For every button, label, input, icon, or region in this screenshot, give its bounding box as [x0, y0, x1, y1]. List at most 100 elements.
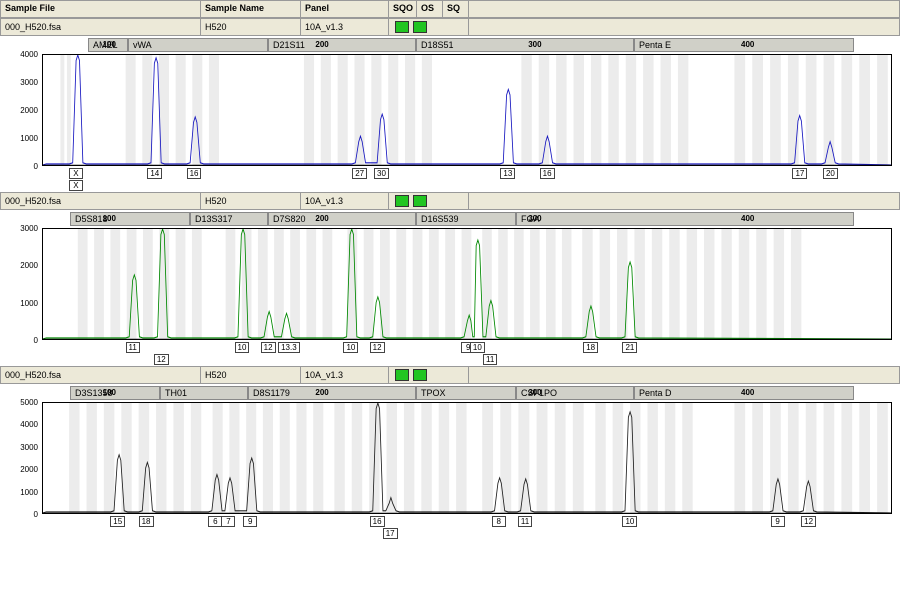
- x-tick-label: 200: [315, 388, 328, 397]
- y-tick-label: 0: [2, 336, 38, 345]
- allele-call: X: [69, 180, 83, 191]
- sample-name-cell: H520: [201, 19, 301, 35]
- allele-call: 13: [500, 168, 515, 179]
- allele-call: 18: [139, 516, 154, 527]
- column-header: OS: [417, 1, 443, 17]
- allele-call: 12: [154, 354, 169, 365]
- allele-call: 9: [771, 516, 785, 527]
- allele-call-row: XX1416273013161720: [42, 168, 892, 184]
- sample-info-row: 000_H520.fsaH52010A_v1.3: [0, 18, 900, 36]
- y-axis: 01000200030004000: [0, 54, 40, 166]
- y-tick-label: 5000: [2, 398, 38, 407]
- y-axis: 0100020003000: [0, 228, 40, 340]
- panel-name-cell: 10A_v1.3: [301, 193, 389, 209]
- x-tick-label: 200: [315, 214, 328, 223]
- panel-name-cell: 10A_v1.3: [301, 367, 389, 383]
- allele-call: 16: [370, 516, 385, 527]
- allele-call: 11: [518, 516, 532, 527]
- allele-call: 13.3: [278, 342, 300, 353]
- allele-call: 30: [374, 168, 389, 179]
- y-tick-label: 3000: [2, 224, 38, 233]
- allele-call: 6: [208, 516, 222, 527]
- electropherogram-chart: 1002003004000100020003000400050001518679…: [0, 402, 900, 532]
- y-tick-label: 0: [2, 510, 38, 519]
- allele-call: 9: [243, 516, 257, 527]
- column-header: Panel: [301, 1, 389, 17]
- sample-info-row: 000_H520.fsaH52010A_v1.3: [0, 366, 900, 384]
- status-indicator: [395, 21, 409, 33]
- x-tick-label: 300: [528, 214, 541, 223]
- allele-call: 12: [370, 342, 385, 353]
- sample-file-cell: 000_H520.fsa: [1, 193, 201, 209]
- allele-call: 10: [470, 342, 485, 353]
- status-cell: [389, 367, 469, 383]
- allele-call: 11: [483, 354, 497, 365]
- y-tick-label: 1000: [2, 299, 38, 308]
- sample-file-cell: 000_H520.fsa: [1, 19, 201, 35]
- y-tick-label: 2000: [2, 261, 38, 270]
- electropherogram-chart: 10020030040001000200030004000XX141627301…: [0, 54, 900, 184]
- y-tick-label: 3000: [2, 443, 38, 452]
- status-indicator: [413, 21, 427, 33]
- status-cell: [389, 193, 469, 209]
- x-tick-label: 200: [315, 40, 328, 49]
- column-header: SQ: [443, 1, 469, 17]
- column-header-row: Sample FileSample NamePanelSQOOSSQ: [0, 0, 900, 18]
- allele-call: 8: [492, 516, 506, 527]
- electropherogram-chart: 10020030040001000200030001112101213.3101…: [0, 228, 900, 358]
- allele-call: 16: [540, 168, 555, 179]
- y-tick-label: 2000: [2, 106, 38, 115]
- allele-call: 12: [261, 342, 276, 353]
- allele-call: 21: [622, 342, 637, 353]
- x-tick-label: 100: [103, 214, 116, 223]
- x-tick-label: 300: [528, 388, 541, 397]
- allele-call: X: [69, 168, 83, 179]
- y-tick-label: 4000: [2, 420, 38, 429]
- sample-info-row: 000_H520.fsaH52010A_v1.3: [0, 192, 900, 210]
- allele-call: 10: [622, 516, 637, 527]
- status-cell: [389, 19, 469, 35]
- status-indicator: [413, 369, 427, 381]
- plot-area: [42, 54, 892, 166]
- x-tick-label: 100: [103, 388, 116, 397]
- allele-call: 10: [235, 342, 250, 353]
- y-tick-label: 0: [2, 162, 38, 171]
- status-indicator: [395, 369, 409, 381]
- y-tick-label: 1000: [2, 134, 38, 143]
- status-indicator: [413, 195, 427, 207]
- x-axis: 100 200 300 400: [60, 40, 890, 52]
- y-tick-label: 1000: [2, 488, 38, 497]
- sample-file-cell: 000_H520.fsa: [1, 367, 201, 383]
- column-header: SQO: [389, 1, 417, 17]
- allele-call: 17: [383, 528, 398, 539]
- x-tick-label: 400: [741, 214, 754, 223]
- allele-call: 15: [110, 516, 125, 527]
- allele-call: 17: [792, 168, 807, 179]
- allele-call-row: 1112101213.31012910111821: [42, 342, 892, 358]
- allele-call: 7: [221, 516, 235, 527]
- allele-call: 14: [147, 168, 162, 179]
- x-tick-label: 100: [103, 40, 116, 49]
- panel-name-cell: 10A_v1.3: [301, 19, 389, 35]
- x-tick-label: 400: [741, 388, 754, 397]
- allele-call-row: 1518679161781110912: [42, 516, 892, 532]
- allele-call: 18: [583, 342, 598, 353]
- allele-call: 12: [801, 516, 816, 527]
- x-axis: 100 200 300 400: [60, 388, 890, 400]
- x-tick-label: 300: [528, 40, 541, 49]
- column-header: Sample Name: [201, 1, 301, 17]
- allele-call: 10: [343, 342, 358, 353]
- allele-call: 11: [126, 342, 140, 353]
- x-axis: 100 200 300 400: [60, 214, 890, 226]
- y-tick-label: 4000: [2, 50, 38, 59]
- x-tick-label: 400: [741, 40, 754, 49]
- y-tick-label: 2000: [2, 465, 38, 474]
- y-tick-label: 3000: [2, 78, 38, 87]
- y-axis: 010002000300040005000: [0, 402, 40, 514]
- plot-area: [42, 402, 892, 514]
- plot-area: [42, 228, 892, 340]
- sample-name-cell: H520: [201, 193, 301, 209]
- allele-call: 16: [187, 168, 202, 179]
- status-indicator: [395, 195, 409, 207]
- allele-call: 27: [352, 168, 367, 179]
